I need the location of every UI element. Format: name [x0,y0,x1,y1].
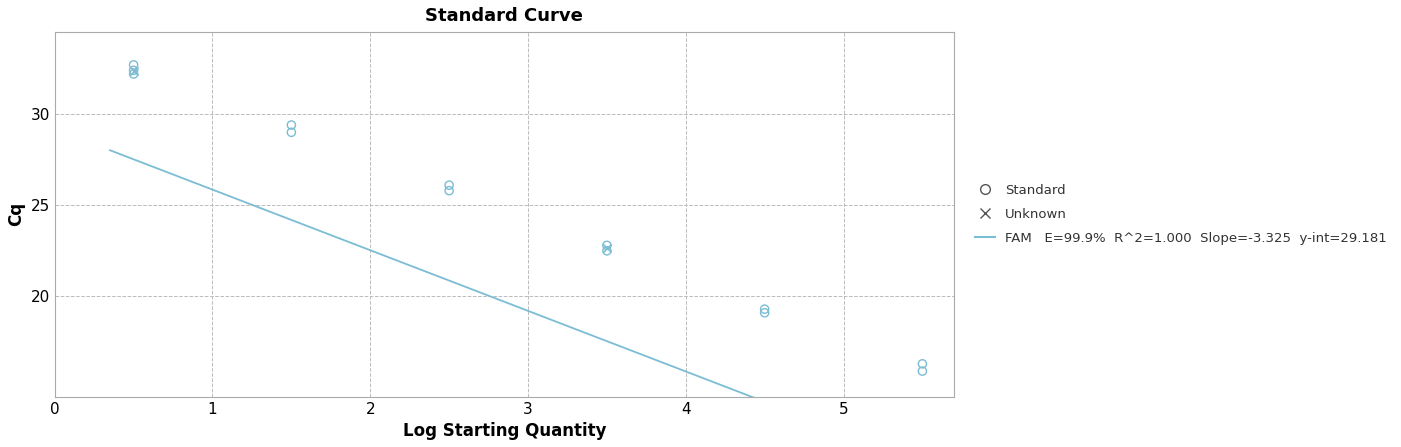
Point [122,61,144,68]
Point [439,187,461,194]
Point [911,367,933,375]
Y-axis label: Cq: Cq [7,202,25,227]
Point [595,242,618,249]
Point [595,247,618,254]
Point [122,71,144,78]
Point [122,67,144,74]
Point [439,181,461,189]
Point [754,309,776,316]
Point [911,360,933,367]
Point [595,245,618,252]
Point [122,67,144,75]
Point [754,306,776,313]
Legend: Standard, Unknown, FAM   E=99.9%  R^2=1.000  Slope=-3.325  y-int=29.181: Standard, Unknown, FAM E=99.9% R^2=1.000… [969,178,1393,250]
X-axis label: Log Starting Quantity: Log Starting Quantity [402,422,607,440]
Point [280,129,303,136]
Point [280,122,303,129]
Title: Standard Curve: Standard Curve [426,7,583,25]
